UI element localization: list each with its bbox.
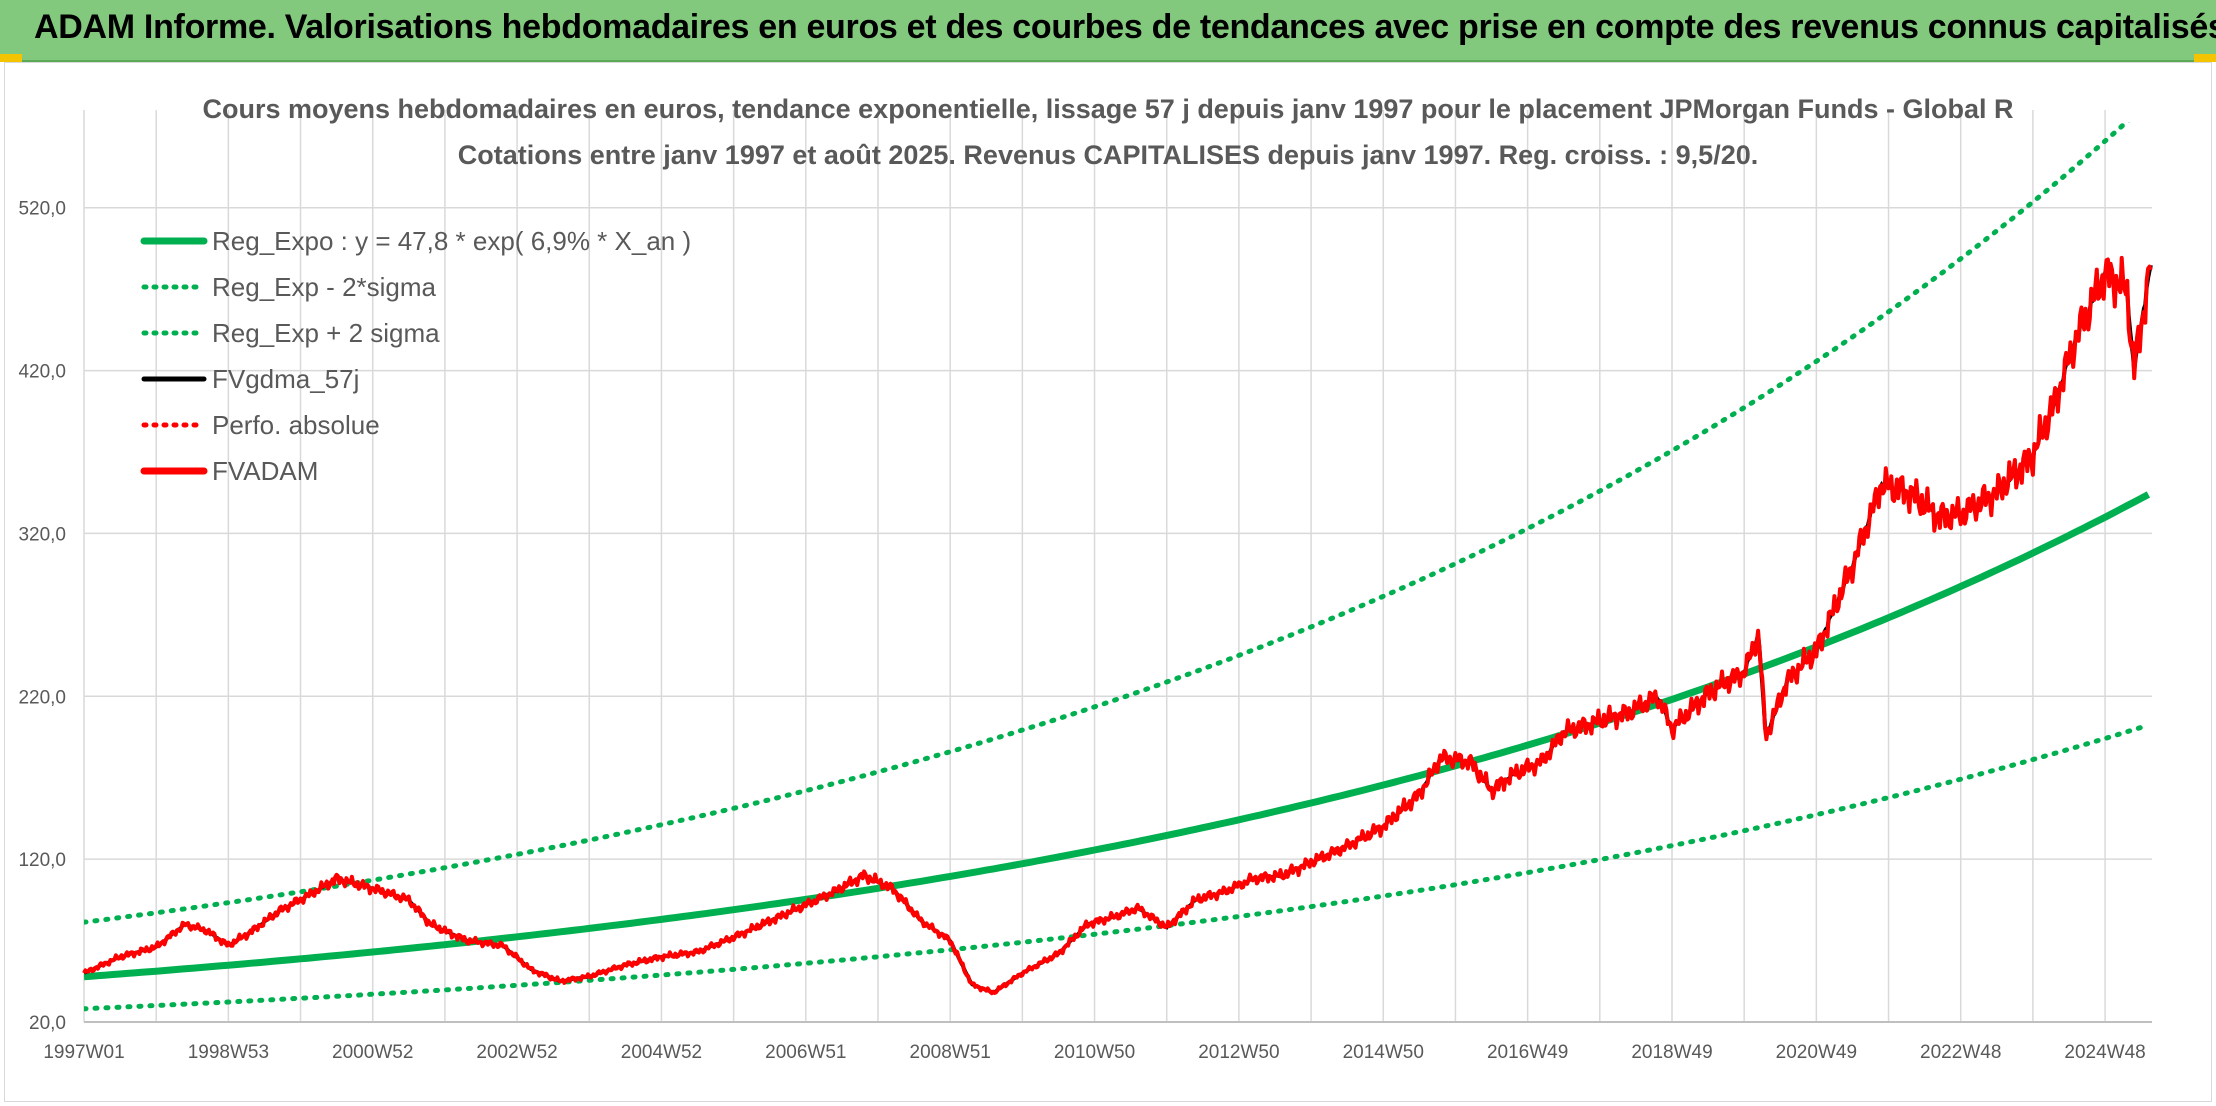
legend-label: FVgdma_57j — [212, 363, 360, 394]
legend-swatch — [140, 237, 208, 245]
y-tick-label: 120,0 — [18, 850, 66, 871]
x-tick-label: 1997W01 — [43, 1042, 124, 1063]
x-tick-label: 2002W52 — [476, 1042, 557, 1063]
legend-label: Perfo. absolue — [212, 409, 380, 440]
legend-label: Reg_Exp + 2 sigma — [212, 317, 440, 348]
y-tick-label: 20,0 — [29, 1013, 66, 1034]
x-tick-label: 2006W51 — [765, 1042, 846, 1063]
reg-exp-plus-2sigma-line — [84, 122, 2131, 925]
chart-subtitle: Cotations entre janv 1997 et août 2025. … — [457, 140, 1759, 170]
x-tick-label: 2024W48 — [2064, 1042, 2145, 1063]
x-tick-label: 2008W51 — [910, 1042, 991, 1063]
legend-item: Reg_Expo : y = 47,8 * exp( 6,9% * X_an ) — [140, 218, 691, 264]
legend-label: Reg_Exp - 2*sigma — [212, 271, 436, 302]
reg-expo-line — [84, 491, 2151, 981]
y-tick-label: 520,0 — [18, 199, 66, 220]
x-tick-label: 2004W52 — [621, 1042, 702, 1063]
x-tick-label: 2020W49 — [1776, 1042, 1857, 1063]
x-tick-label: 2018W49 — [1631, 1042, 1712, 1063]
fvadam-line — [82, 255, 2153, 996]
reg-exp-minus-2sigma-line — [84, 722, 2151, 1012]
x-tick-label: 2014W50 — [1343, 1042, 1424, 1063]
y-tick-label: 320,0 — [18, 524, 66, 545]
chart-title: Cours moyens hebdomadaires en euros, ten… — [202, 94, 2014, 124]
legend-item: Reg_Exp - 2*sigma — [140, 264, 691, 310]
legend-label: Reg_Expo : y = 47,8 * exp( 6,9% * X_an ) — [212, 225, 692, 256]
corner-marker-left — [0, 54, 22, 62]
legend-item: Perfo. absolue — [140, 402, 691, 448]
legend-swatch — [141, 330, 207, 336]
corner-marker-right — [2194, 54, 2216, 62]
x-tick-label: 2016W49 — [1487, 1042, 1568, 1063]
x-tick-label: 2012W50 — [1198, 1042, 1279, 1063]
chart-legend: Reg_Expo : y = 47,8 * exp( 6,9% * X_an )… — [140, 218, 691, 494]
legend-item: FVgdma_57j — [140, 356, 691, 402]
report-banner: ADAM Informe. Valorisations hebdomadaire… — [0, 0, 2216, 62]
chart-frame — [4, 62, 2212, 1102]
legend-swatch — [141, 376, 207, 382]
y-tick-label: 220,0 — [18, 687, 66, 708]
chart-grid — [83, 110, 2152, 1023]
chart-series — [82, 122, 2153, 1012]
x-tick-label: 2000W52 — [332, 1042, 413, 1063]
legend-label: FVADAM — [212, 455, 319, 486]
chart-axes: 20,0 120,0 220,0 320,0 420,0 520,0 1997W01 1998… — [18, 199, 2152, 1063]
legend-swatch — [141, 284, 207, 290]
legend-item: FVADAM — [140, 448, 691, 494]
x-tick-label: 1998W53 — [188, 1042, 269, 1063]
x-tick-label: 2022W48 — [1920, 1042, 2001, 1063]
y-tick-label: 420,0 — [18, 362, 66, 383]
legend-swatch — [140, 467, 208, 475]
legend-item: Reg_Exp + 2 sigma — [140, 310, 691, 356]
x-tick-label: 2010W50 — [1054, 1042, 1135, 1063]
legend-swatch — [141, 422, 207, 428]
report-banner-title: ADAM Informe. Valorisations hebdomadaire… — [34, 8, 2216, 46]
